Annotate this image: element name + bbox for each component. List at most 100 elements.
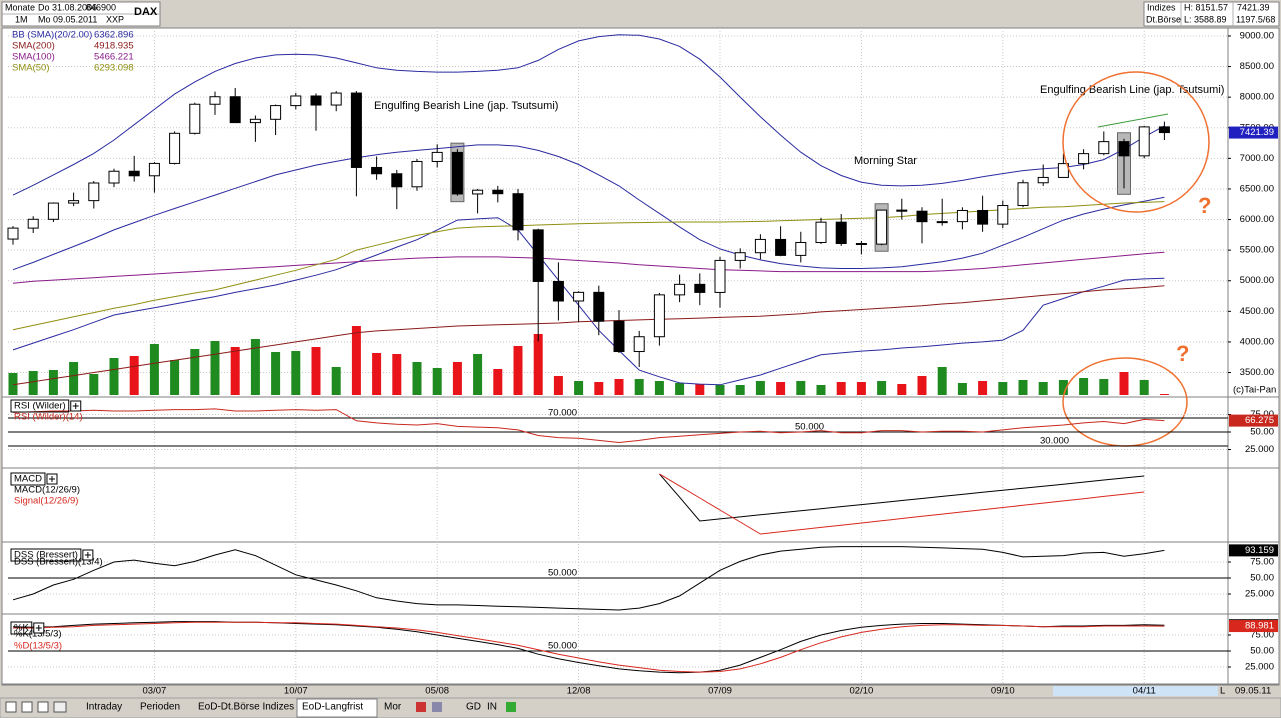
tab[interactable]: EoD-Langfrist (302, 702, 363, 713)
volume-bar (149, 344, 159, 395)
indicator-line (12, 285, 1165, 386)
candle-body (593, 291, 605, 322)
candle-body (1078, 153, 1090, 165)
volume-bar (129, 356, 139, 395)
candle-body (189, 103, 201, 134)
panel-title: DSS (Bressert) (14, 550, 78, 561)
icon[interactable] (506, 702, 516, 712)
price-box (1229, 126, 1278, 139)
indicator-line (659, 473, 1145, 522)
volume-bar (48, 370, 58, 395)
volume-bar (351, 326, 361, 395)
panel-title-box (10, 548, 82, 562)
footer-date: 09.05.11 (1235, 686, 1271, 697)
candle-body (633, 336, 645, 353)
candle-body (108, 170, 120, 184)
y-tick-label: 50.00 (1250, 646, 1274, 657)
reference-label: 50.000 (795, 422, 824, 433)
candle-body (512, 193, 524, 231)
legend-name: DSS (Bressert)(13/4) (14, 557, 103, 568)
tab[interactable]: Mor (384, 702, 402, 713)
candle-body (1017, 182, 1029, 207)
icon[interactable] (53, 701, 67, 713)
candle-body (896, 209, 908, 212)
y-tick-label: 9000.00 (1240, 30, 1274, 41)
volume-bar (998, 382, 1008, 395)
volume-bar (957, 383, 967, 395)
legend-value: 6293.098 (94, 63, 134, 74)
legend-name: %K(13/5/3) (14, 629, 62, 640)
volume-bar (594, 382, 604, 395)
tab[interactable]: EoD-Dt.Börse Indizes (198, 702, 294, 713)
volume-bar (473, 354, 483, 395)
candle-body (653, 294, 665, 338)
candle-body (573, 291, 585, 302)
volume-bar (1139, 380, 1149, 395)
volume-bar (695, 384, 705, 395)
high: H: 8151.57 (1184, 2, 1228, 12)
value-box-label: 93.159 (1245, 545, 1274, 556)
icon[interactable] (416, 702, 426, 712)
volume-bar (210, 341, 220, 395)
exchange: XXP (106, 14, 124, 24)
volume-bar (856, 382, 866, 395)
tab[interactable]: IN (487, 702, 497, 713)
volume-bar (574, 381, 584, 395)
y-tick-label: 8500.00 (1240, 61, 1274, 72)
legend-name: %D(13/5/3) (14, 641, 62, 652)
volume-bar (1079, 378, 1089, 395)
panel-title: %K (14, 623, 29, 634)
volume-bar (452, 362, 462, 395)
value-box (1229, 544, 1278, 557)
icon[interactable] (37, 701, 49, 713)
volume-bar (917, 376, 927, 395)
panel-title: RSI (Wilder) (14, 401, 66, 412)
volume-bar (392, 354, 402, 395)
indicator-line (12, 621, 1165, 674)
tab[interactable]: GD (466, 702, 481, 713)
volume-bar (372, 353, 382, 395)
indicator-line (12, 144, 1165, 271)
legend-name: SMA(200) (12, 41, 55, 52)
y-tick-label: 5000.00 (1240, 275, 1274, 286)
end-date: Mo 09.05.2011 (38, 14, 97, 24)
y-tick-label: 7000.00 (1240, 153, 1274, 164)
y-tick-label: 25.000 (1245, 662, 1274, 673)
icon[interactable] (432, 702, 442, 712)
y-tick-label: 6500.00 (1240, 183, 1274, 194)
candle-body (835, 221, 847, 245)
volume-bar (1018, 380, 1028, 395)
volume-bar (1099, 379, 1109, 395)
tab[interactable]: Intraday (86, 702, 122, 713)
volume-bar (816, 385, 826, 395)
volume-bar (897, 384, 907, 395)
panel-title-box (10, 472, 46, 486)
tab-bar (0, 697, 1281, 718)
volume-bar (291, 351, 301, 395)
scale-mode[interactable]: L (1220, 686, 1225, 697)
volume-bar (755, 381, 765, 395)
panel-title: MACD (14, 474, 42, 485)
y-tick-label: 75.00 (1250, 630, 1274, 641)
icon[interactable] (21, 701, 33, 713)
candle-body (1037, 176, 1049, 184)
volume-bar (170, 360, 180, 395)
candle-body (411, 160, 423, 188)
volume-bar (311, 347, 321, 395)
volume-bar (493, 369, 503, 395)
candle-body (148, 162, 160, 177)
candle-body (209, 96, 221, 105)
indicator-line (12, 408, 1165, 444)
market: Indizes (1147, 2, 1176, 12)
candle-body (431, 151, 443, 162)
candle-body (714, 259, 726, 293)
value-box-label: 88.981 (1245, 621, 1274, 632)
reference-label: 70.000 (548, 408, 577, 419)
candle-body (936, 221, 948, 224)
volume-bar (432, 368, 442, 395)
tab[interactable]: Perioden (140, 702, 180, 713)
candle-body (451, 151, 463, 195)
volume-bar (937, 367, 947, 395)
icon[interactable] (5, 701, 17, 713)
y-tick-label: 50.00 (1250, 427, 1274, 438)
